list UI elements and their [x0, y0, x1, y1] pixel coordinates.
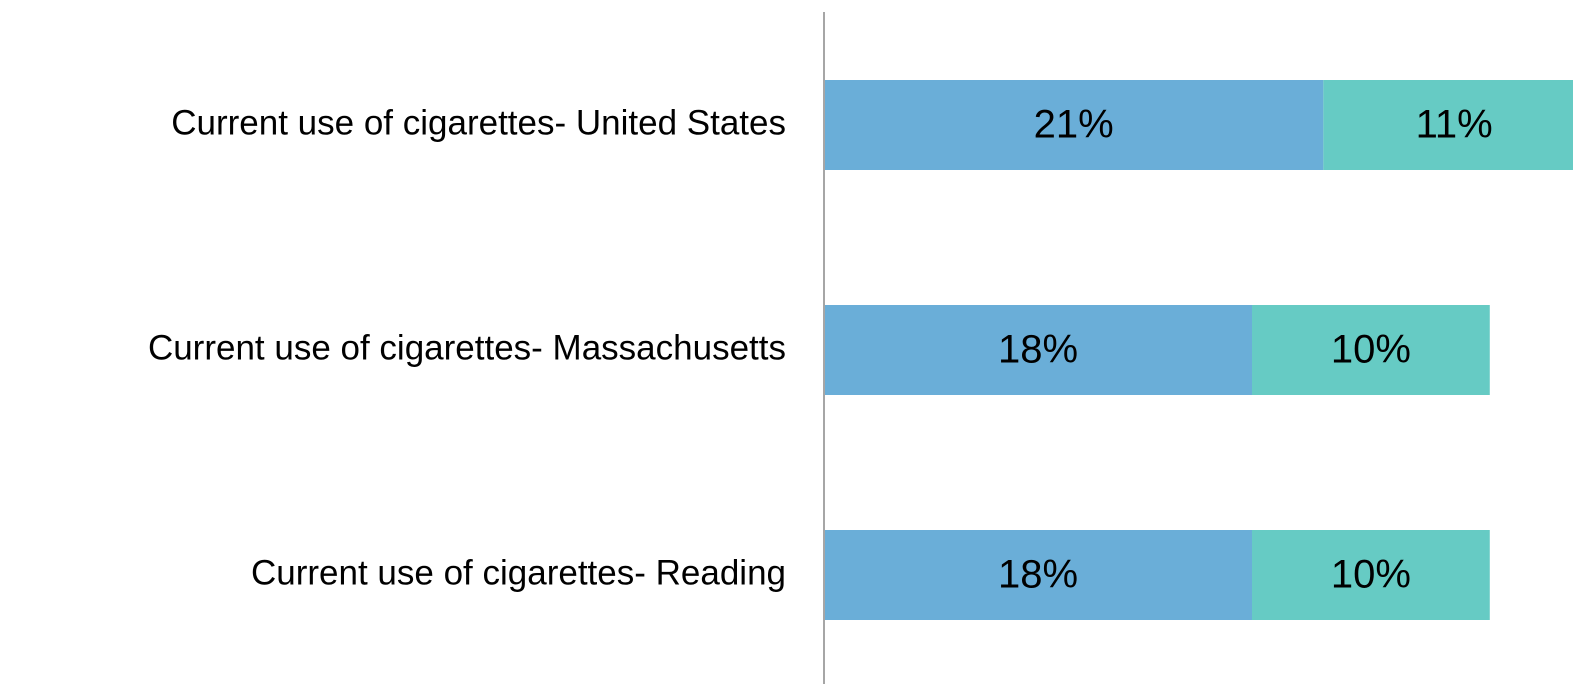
bar-segment: [1323, 80, 1573, 170]
category-label: Current use of cigarettes- Reading: [251, 553, 786, 592]
value-label: 18%: [998, 328, 1078, 372]
bar-segment: [824, 305, 1252, 395]
value-label: 10%: [1331, 553, 1411, 597]
value-label: 11%: [1416, 103, 1493, 147]
value-label: 10%: [1331, 328, 1411, 372]
category-label: Current use of cigarettes- United States: [171, 103, 786, 142]
value-label: 21%: [1034, 103, 1114, 147]
bar-segment: [824, 530, 1252, 620]
bar-segment: [1252, 305, 1490, 395]
category-label: Current use of cigarettes- Massachusetts: [148, 328, 786, 367]
bar-segment: [824, 80, 1324, 170]
value-label: 18%: [998, 553, 1078, 597]
bar-segment: [1252, 530, 1490, 620]
